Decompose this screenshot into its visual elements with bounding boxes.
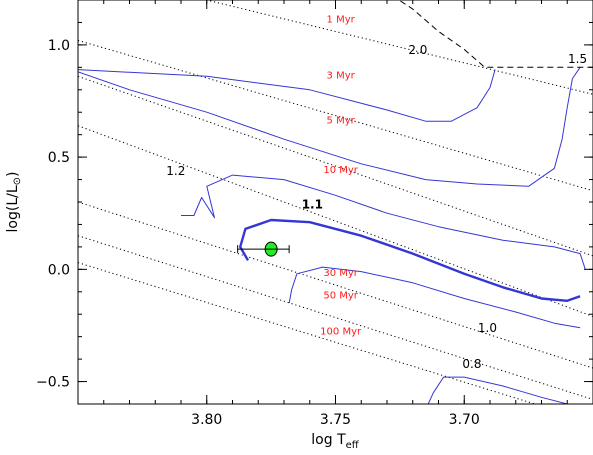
- isochrone-labels: 1 Myr 3 Myr 5 Myr 10 Myr 30 Myr 50 Myr 100 Myr: [320, 14, 362, 337]
- track-line: [78, 67, 581, 187]
- x-tick-label: 3.75: [320, 412, 351, 428]
- y-axis-title: log(L/L⊙): [5, 172, 23, 233]
- isochrone-label: 100 Myr: [320, 326, 362, 337]
- axes: 3.80 3.75 3.70 −0.5 0.0 0.5 1.0: [36, 0, 593, 428]
- observation-point: [237, 241, 290, 257]
- track-mass-label: 2.0: [408, 43, 427, 57]
- track-mass-label: 1.2: [166, 164, 185, 178]
- x-axis-title-main: log T: [311, 432, 346, 448]
- track-line: [181, 174, 586, 270]
- y-tick-label: 0.5: [48, 150, 70, 166]
- y-axis-title-close: ): [5, 172, 21, 177]
- x-axis-title: log Teff: [311, 432, 359, 451]
- isochrone-line: [78, 75, 593, 257]
- track-mass-label: 0.8: [462, 357, 481, 371]
- isochrone-label: 50 Myr: [323, 291, 358, 302]
- track-mass-label: 1.0: [478, 321, 497, 335]
- isochrone-label: 10 Myr: [323, 165, 358, 176]
- track-mass-label: 1.5: [568, 52, 587, 66]
- track-line: [427, 376, 568, 404]
- track-line: [288, 266, 581, 329]
- y-axis-title-sun-symbol: ⊙: [12, 177, 23, 185]
- isochrone-label: 1 Myr: [327, 14, 356, 25]
- isochrone-line: [78, 125, 593, 317]
- track-line: [239, 218, 581, 302]
- y-axis-title-main: log(L/L: [5, 185, 21, 232]
- isochrone-line: [78, 235, 593, 400]
- isochrone-line: [204, 0, 593, 95]
- isochrone-label: 3 Myr: [327, 71, 356, 82]
- isochrone-label: 5 Myr: [327, 115, 356, 126]
- x-tick-label: 3.80: [191, 412, 222, 428]
- track-line: [78, 69, 496, 122]
- isochrone-label: 30 Myr: [323, 268, 358, 279]
- isochrone-line: [78, 201, 593, 369]
- isochrone-line: [78, 39, 593, 192]
- x-tick-label: 3.70: [449, 412, 480, 428]
- track-line-dashed: [398, 0, 593, 68]
- y-tick-label: 0.0: [48, 262, 70, 278]
- x-axis-title-subscript: eff: [346, 440, 360, 451]
- y-tick-label: 1.0: [48, 38, 70, 54]
- y-tick-label: −0.5: [36, 375, 70, 391]
- isochrone-lines: [78, 0, 593, 404]
- track-mass-label: 1.1: [302, 198, 323, 212]
- track-mass-labels: 2.0 1.5 1.2 1.1 1.0 0.8: [166, 43, 587, 371]
- evolutionary-tracks: [78, 0, 593, 404]
